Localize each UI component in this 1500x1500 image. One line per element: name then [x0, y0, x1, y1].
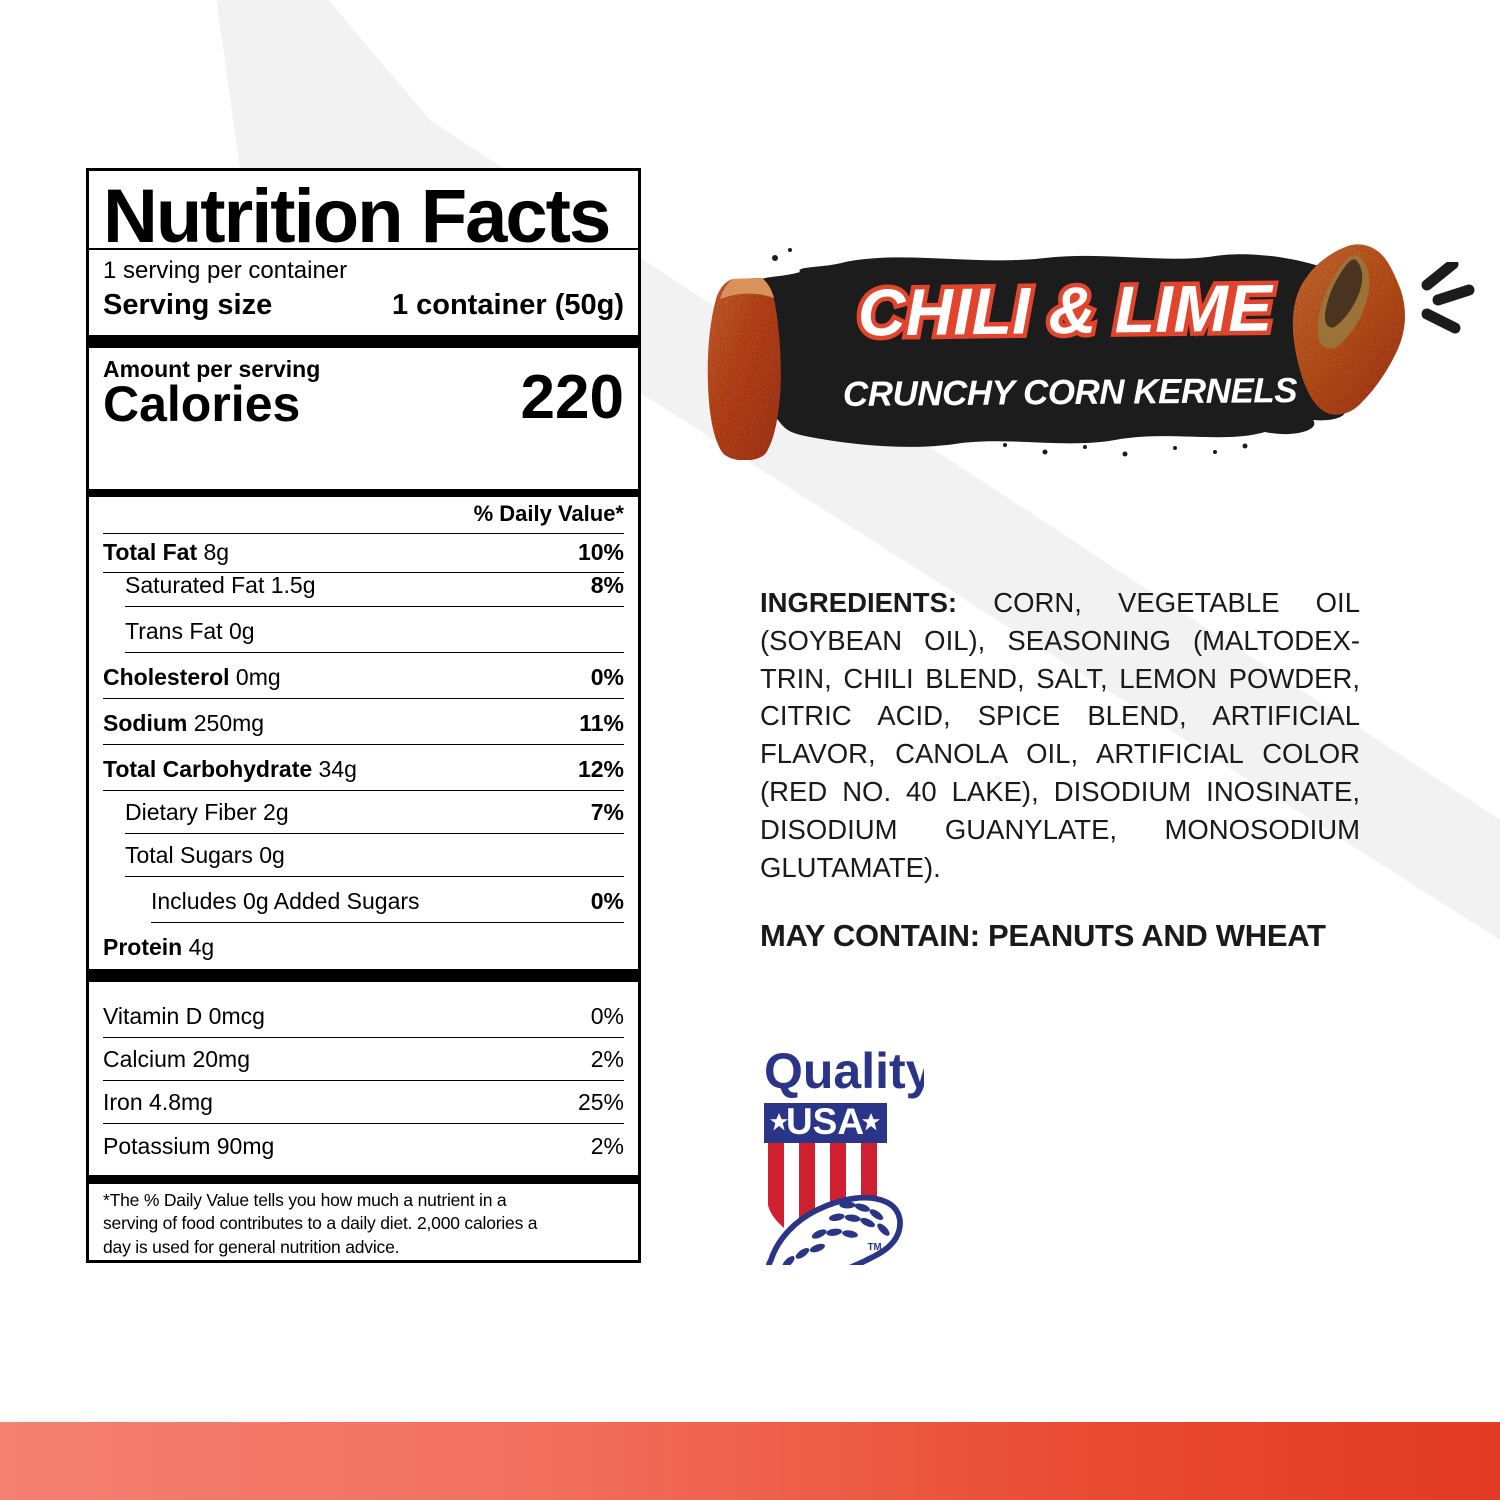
svg-text:USA: USA: [786, 1101, 864, 1142]
svg-text:TM: TM: [868, 1242, 882, 1253]
svg-text:Quality: Quality: [764, 1043, 924, 1099]
